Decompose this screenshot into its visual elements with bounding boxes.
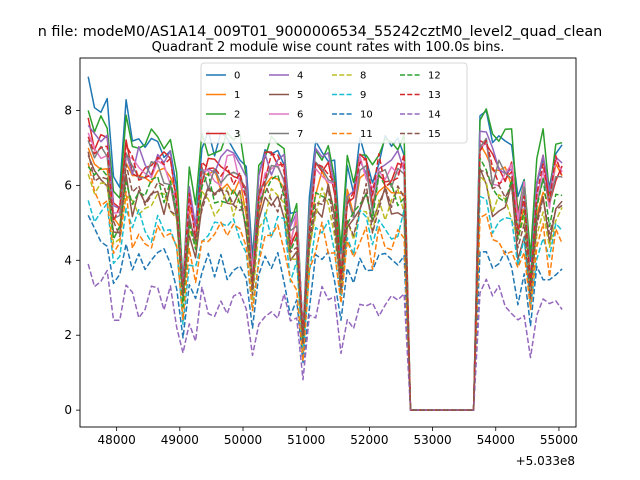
legend-label-8: 8 — [360, 71, 366, 82]
x-axis: 48000 49000 50000 51000 52000 53000 54000 55000 — [98, 427, 578, 447]
legend-frame — [200, 62, 468, 144]
x-tick-label: 55000 — [540, 433, 578, 447]
legend-label-7: 7 — [297, 129, 303, 140]
series-line-8 — [87, 173, 563, 411]
series-line-6 — [87, 132, 563, 411]
legend-label-4: 4 — [297, 71, 303, 82]
legend-label-5: 5 — [297, 90, 303, 101]
y-axis: 0 2 4 6 8 — [64, 103, 80, 417]
legend-label-0: 0 — [234, 71, 240, 82]
series-line-9 — [87, 195, 563, 411]
series-line-4 — [87, 124, 563, 411]
x-tick-label: 54000 — [477, 433, 515, 447]
series-line-15 — [87, 151, 563, 411]
x-tick-label: 48000 — [98, 433, 136, 447]
y-tick-label: 2 — [64, 328, 72, 342]
legend-label-2: 2 — [234, 110, 240, 121]
plot-area: 48000 49000 50000 51000 52000 53000 54000 55000… — [64, 57, 578, 468]
legend-label-10: 10 — [360, 110, 373, 121]
x-offset-label: +5.033e8 — [516, 454, 575, 468]
legend-label-3: 3 — [234, 129, 240, 140]
series-lines — [87, 76, 563, 411]
legend-label-15: 15 — [428, 129, 441, 140]
legend-label-12: 12 — [428, 71, 441, 82]
series-line-11 — [87, 162, 563, 411]
figure-suptitle: n file: modeM0/AS1A14_009T01_9000006534_… — [38, 24, 603, 40]
series-line-14 — [87, 263, 563, 411]
legend-label-13: 13 — [428, 90, 441, 101]
x-tick-label: 52000 — [350, 433, 388, 447]
legend-label-6: 6 — [297, 110, 303, 121]
legend-label-14: 14 — [428, 110, 441, 121]
series-line-10 — [87, 214, 563, 411]
series-line-2 — [87, 108, 563, 411]
y-tick-label: 8 — [64, 103, 72, 117]
y-tick-label: 0 — [64, 403, 72, 417]
legend-label-9: 9 — [360, 90, 366, 101]
series-line-7 — [87, 137, 563, 411]
y-tick-label: 6 — [64, 178, 72, 192]
y-tick-label: 4 — [64, 253, 72, 267]
x-tick-label: 51000 — [287, 433, 325, 447]
legend-label-11: 11 — [360, 129, 373, 140]
plot-frame — [79, 57, 577, 428]
x-tick-label: 49000 — [161, 433, 199, 447]
legend-label-1: 1 — [234, 90, 240, 101]
x-tick-label: 53000 — [413, 433, 451, 447]
x-tick-label: 50000 — [224, 433, 262, 447]
chart-title: Quadrant 2 module wise count rates with … — [152, 40, 505, 55]
series-line-13 — [87, 136, 563, 411]
